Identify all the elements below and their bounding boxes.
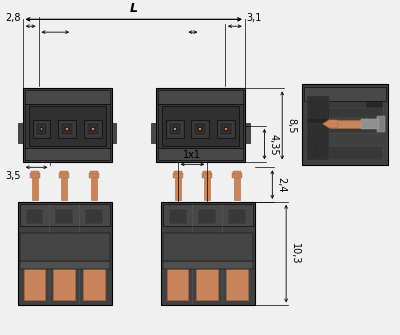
Bar <box>204 175 210 200</box>
Bar <box>61 123 73 135</box>
Bar <box>89 173 99 178</box>
Text: 2,4: 2,4 <box>276 177 286 193</box>
Bar <box>307 108 383 118</box>
Bar <box>223 126 229 132</box>
Bar <box>194 123 206 135</box>
Bar <box>24 269 46 300</box>
Bar <box>226 269 248 300</box>
Bar <box>304 87 386 101</box>
Bar <box>233 171 241 174</box>
Text: 3,5: 3,5 <box>5 171 21 181</box>
Bar <box>23 88 112 162</box>
Bar <box>163 261 253 269</box>
Bar <box>366 94 383 111</box>
Text: 10,3: 10,3 <box>290 243 300 265</box>
Bar <box>163 204 253 226</box>
Bar <box>29 106 106 146</box>
Bar <box>61 175 67 200</box>
Bar <box>84 120 102 138</box>
Bar <box>36 123 48 135</box>
Bar <box>198 209 216 223</box>
Bar <box>174 128 176 130</box>
Bar <box>161 202 254 306</box>
Text: 8,5: 8,5 <box>286 118 296 134</box>
Bar <box>361 119 379 129</box>
Bar <box>20 204 110 226</box>
Bar <box>377 116 385 132</box>
Bar <box>91 175 97 200</box>
Bar <box>163 233 253 261</box>
Bar <box>158 104 243 148</box>
Bar <box>196 269 218 300</box>
Bar <box>90 126 96 132</box>
Text: 4,35: 4,35 <box>268 134 278 155</box>
Text: 2,8: 2,8 <box>5 13 21 23</box>
Bar <box>175 175 180 200</box>
Bar <box>30 173 40 178</box>
Bar <box>92 128 94 130</box>
Bar <box>169 123 180 135</box>
Bar <box>20 233 110 261</box>
Bar <box>302 84 388 165</box>
Bar <box>167 269 188 300</box>
Bar <box>112 123 116 143</box>
Bar <box>33 120 50 138</box>
Bar <box>59 173 69 178</box>
Bar <box>25 148 110 160</box>
Text: L: L <box>130 2 138 15</box>
Text: 3,1: 3,1 <box>247 13 262 23</box>
Bar <box>18 202 112 306</box>
Bar <box>83 269 105 300</box>
Bar <box>192 120 209 138</box>
Bar <box>53 269 75 300</box>
Bar <box>199 128 201 130</box>
Bar <box>166 120 184 138</box>
Bar <box>173 173 182 178</box>
Bar <box>307 146 383 160</box>
Bar <box>18 123 23 143</box>
FancyArrow shape <box>323 120 338 128</box>
Bar <box>26 209 44 223</box>
Bar <box>158 90 243 104</box>
Bar <box>162 106 239 146</box>
Bar <box>245 123 250 143</box>
Bar <box>202 173 212 178</box>
Bar <box>307 123 383 133</box>
Bar <box>90 171 98 174</box>
Bar <box>307 96 328 160</box>
Bar <box>66 128 68 130</box>
Bar <box>158 148 243 160</box>
Bar <box>172 126 178 132</box>
Bar <box>64 126 70 132</box>
Bar <box>203 171 211 174</box>
Bar <box>307 93 383 111</box>
Bar <box>55 209 73 223</box>
Bar <box>169 209 186 223</box>
Bar <box>60 171 68 174</box>
Bar <box>232 173 242 178</box>
Bar <box>151 123 156 143</box>
Bar <box>38 126 44 132</box>
Text: 1x1: 1x1 <box>184 150 202 160</box>
Bar <box>197 126 203 132</box>
Bar <box>40 128 42 130</box>
Bar <box>174 171 182 174</box>
Bar <box>156 88 245 162</box>
Bar <box>58 120 76 138</box>
Bar <box>228 209 246 223</box>
Bar <box>25 104 110 148</box>
Bar <box>25 90 110 104</box>
Bar <box>234 175 240 200</box>
Bar <box>20 261 110 269</box>
Bar <box>217 120 235 138</box>
Bar <box>220 123 232 135</box>
Bar <box>307 118 328 123</box>
Bar <box>31 171 38 174</box>
Bar <box>225 128 227 130</box>
Bar <box>32 175 38 200</box>
Bar <box>330 120 379 128</box>
Bar <box>87 123 99 135</box>
Bar <box>85 209 103 223</box>
